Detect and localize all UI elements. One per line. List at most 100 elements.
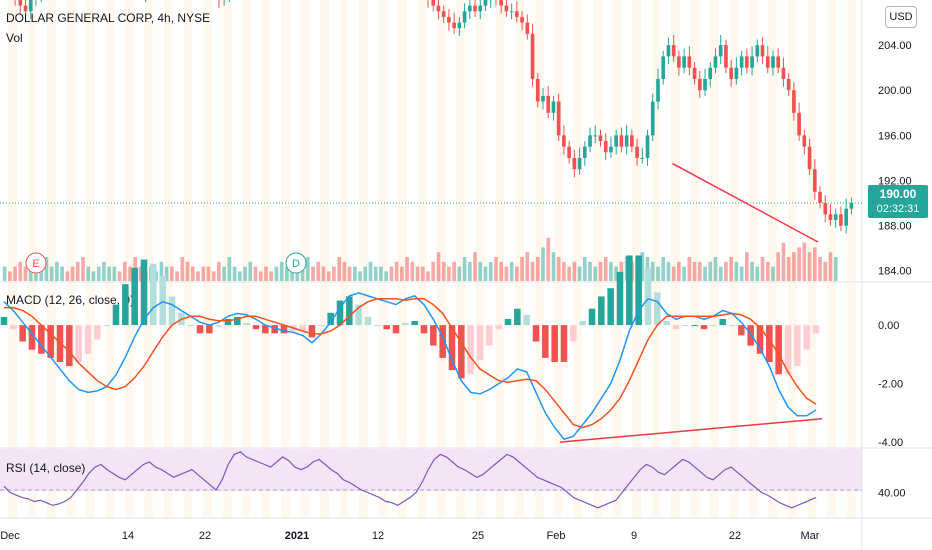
- volume-bar: [352, 266, 357, 281]
- macd-histogram-bar: [159, 275, 166, 326]
- macd-histogram-bar: [140, 259, 148, 326]
- macd-histogram-bar: [299, 325, 306, 332]
- macd-histogram-bar: [47, 325, 54, 358]
- volume-bar: [222, 266, 226, 281]
- candle-body: [467, 5, 472, 12]
- signal-line: [4, 298, 817, 429]
- macd-histogram-bar: [336, 300, 344, 326]
- macd-histogram-bar: [719, 318, 726, 326]
- macd-histogram-bar: [430, 325, 437, 346]
- candle-body: [18, 0, 23, 6]
- volume-bar: [452, 261, 456, 281]
- rsi-panel: RSI (14, close): [0, 451, 862, 509]
- volume-bar: [483, 266, 488, 281]
- volume-bar: [107, 266, 111, 281]
- macd-histogram-bar: [514, 308, 521, 326]
- volume-bar: [300, 266, 305, 281]
- volume-bar: [567, 266, 571, 281]
- macd-histogram-bar: [560, 325, 568, 362]
- time-axis-tick: Feb: [547, 530, 566, 542]
- volume-bar: [368, 261, 373, 281]
- candle-body: [687, 56, 692, 68]
- macd-line: [3, 292, 817, 441]
- volume-bar: [765, 261, 770, 281]
- volume-bar: [661, 257, 666, 281]
- candle-body: [729, 67, 733, 79]
- candle-body: [776, 56, 781, 68]
- macd-histogram-bar: [38, 325, 45, 354]
- macd-histogram-bar: [486, 325, 493, 346]
- volume-bar: [347, 266, 352, 281]
- volume-bar: [771, 266, 775, 281]
- volume-bar: [337, 257, 341, 281]
- rsi-band: [0, 449, 862, 491]
- macd-histogram-bar: [19, 325, 26, 342]
- session-band: [242, 0, 251, 518]
- currency-button[interactable]: USD: [885, 6, 917, 28]
- candle-body: [624, 135, 629, 147]
- session-band: [8, 0, 17, 518]
- candle-body: [833, 214, 838, 220]
- candle-body: [630, 135, 634, 147]
- macd-histogram-bar: [644, 267, 652, 326]
- volume-bar: [389, 266, 394, 281]
- candle-body: [562, 135, 566, 147]
- macd-histogram-bar: [756, 325, 764, 354]
- macd-histogram-bar: [0, 316, 8, 326]
- macd-histogram-bar: [700, 325, 708, 330]
- candle-body: [792, 90, 796, 113]
- time-axis-tick: 22: [729, 530, 741, 542]
- last-price-value: 190.00: [879, 187, 917, 201]
- candle-body: [656, 78, 660, 102]
- candle-body: [551, 101, 556, 113]
- volume-bar: [504, 266, 509, 281]
- earnings-marker-label: E: [32, 258, 39, 270]
- session-band: [261, 0, 271, 518]
- candle-body: [823, 203, 828, 215]
- dividend-marker[interactable]: D: [285, 252, 307, 274]
- volume-bar: [55, 261, 59, 281]
- volume-bar: [201, 266, 206, 281]
- rsi-title: RSI (14, close): [6, 461, 85, 475]
- macd-histogram-bar: [691, 325, 698, 327]
- candle-body: [812, 169, 817, 192]
- session-band: [846, 0, 856, 518]
- candle-body: [718, 45, 723, 57]
- macd-histogram-bar: [794, 325, 801, 367]
- candle-body: [28, 0, 33, 12]
- candle-body: [692, 67, 697, 79]
- volume-bar: [666, 261, 671, 281]
- candle-body: [483, 0, 488, 6]
- volume-bar: [515, 266, 519, 281]
- macd-histogram-bar: [122, 284, 129, 326]
- session-band: [495, 0, 505, 518]
- macd-trendline: [559, 417, 823, 443]
- macd-histogram-bar: [803, 325, 810, 350]
- volume-bar: [656, 266, 660, 281]
- candle-body: [509, 11, 514, 13]
- macd-histogram-bar: [364, 316, 372, 326]
- candle-body: [593, 135, 598, 137]
- volume-bar: [384, 271, 389, 281]
- macd-histogram-bar: [728, 325, 736, 327]
- macd-histogram-bar: [252, 325, 260, 330]
- volume-bar: [123, 261, 127, 281]
- candle-body: [797, 112, 801, 136]
- candle-body: [598, 135, 603, 141]
- volume-bar: [258, 271, 263, 281]
- candle-body: [724, 45, 728, 68]
- macd-histogram-bar: [280, 325, 288, 334]
- session-band: [476, 0, 485, 518]
- volume-bar: [734, 261, 739, 281]
- volume-bar: [792, 252, 796, 281]
- candle-body: [781, 67, 786, 79]
- earnings-marker[interactable]: E: [25, 252, 47, 274]
- volume-bar: [18, 261, 23, 281]
- macd-histogram-bar: [784, 325, 792, 375]
- candle-body: [849, 203, 854, 209]
- volume-bar: [457, 266, 462, 281]
- volume-bar: [755, 266, 760, 281]
- volume-bar: [682, 266, 686, 281]
- volume-bar: [128, 266, 132, 281]
